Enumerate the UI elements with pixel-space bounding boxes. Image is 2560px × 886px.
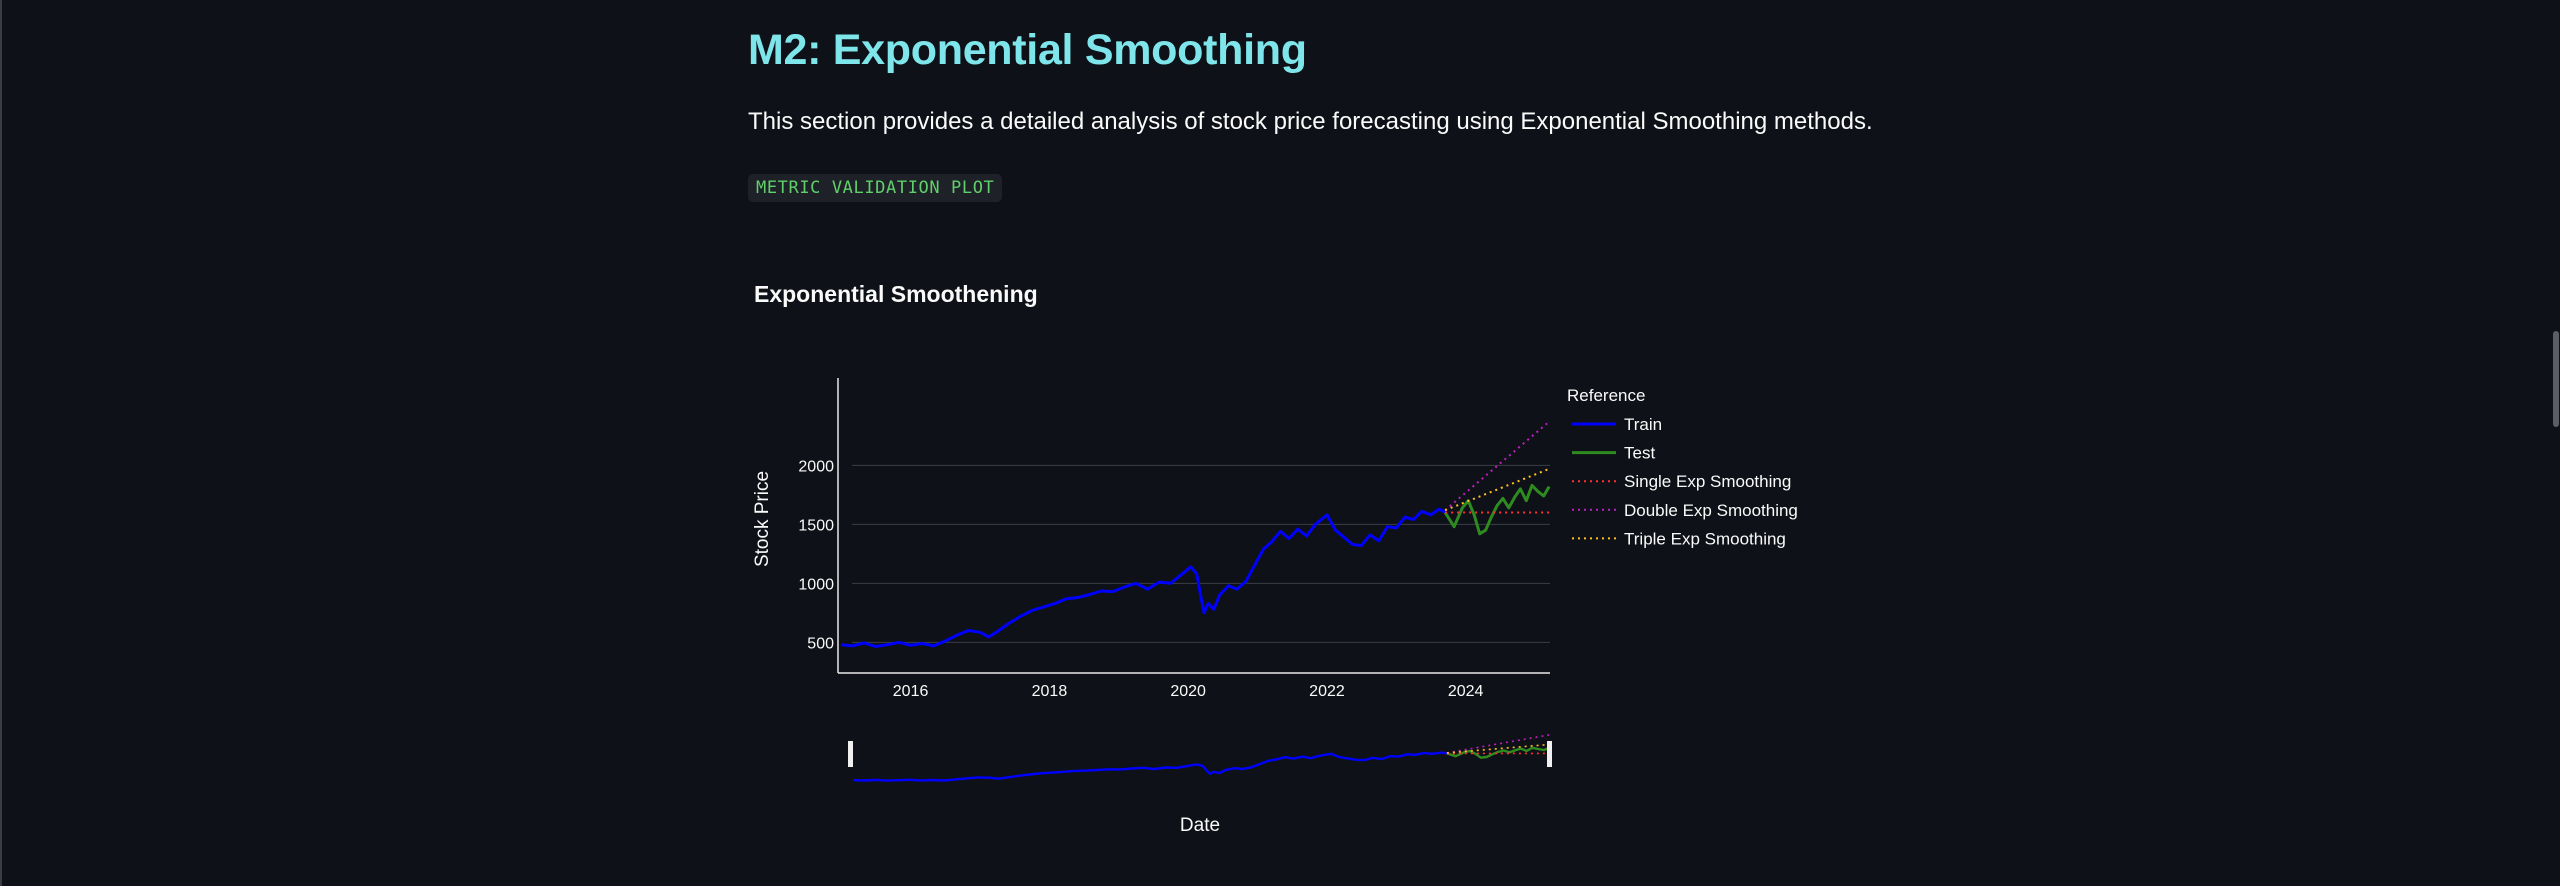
page-scrollbar[interactable] [2548, 0, 2560, 886]
x-tick-labels: 2016 2018 2020 2022 2024 [893, 683, 1484, 700]
legend-item-label[interactable]: Double Exp Smoothing [1624, 501, 1798, 520]
slider-series-line [853, 751, 1448, 782]
x-tick-label: 2018 [1032, 683, 1068, 700]
x-tick-label: 2020 [1170, 683, 1206, 700]
legend-item-label[interactable]: Triple Exp Smoothing [1624, 529, 1786, 548]
series-line-double-exp-smoothing[interactable] [1444, 420, 1550, 511]
y-tick-labels: 500 1000 1500 2000 [798, 458, 834, 652]
x-tick-label: 2024 [1448, 683, 1484, 700]
page-title: M2: Exponential Smoothing [748, 26, 1307, 74]
x-axis-label: Date [1180, 815, 1220, 836]
series-line-train[interactable] [841, 507, 1446, 648]
y-tick-label: 1500 [798, 517, 834, 534]
slider-series-line [1446, 746, 1550, 759]
range-slider [848, 734, 1552, 782]
slider-series-line [1446, 734, 1550, 754]
legend-title: Reference [1567, 386, 1645, 405]
slider-series-line [1446, 743, 1550, 754]
grid-lines [852, 464, 1550, 643]
legend-item-label[interactable]: Single Exp Smoothing [1624, 472, 1791, 491]
series-line-test[interactable] [1443, 483, 1551, 536]
scrollbar-thumb[interactable] [2553, 331, 2559, 427]
series-line-triple-exp-smoothing[interactable] [1444, 467, 1550, 512]
code-label: METRIC VALIDATION PLOT [748, 174, 1003, 202]
legend-item-label[interactable]: Test [1624, 444, 1655, 463]
range-slider-left-handle[interactable] [848, 741, 853, 767]
legend: Reference Train Test Single Exp Smoothing D… [1567, 386, 1798, 548]
y-tick-label: 500 [807, 635, 834, 652]
x-tick-label: 2022 [1309, 683, 1345, 700]
y-tick-label: 1000 [798, 576, 834, 593]
y-axis-label: Stock Price [752, 471, 773, 567]
main-content: M2: Exponential Smoothing This section p… [748, 0, 1873, 886]
x-tick-label: 2016 [893, 683, 929, 700]
section-description: This section provides a detailed analysi… [748, 108, 1873, 135]
window-border [0, 0, 2, 886]
y-tick-label: 2000 [798, 458, 834, 475]
legend-item-label[interactable]: Train [1624, 415, 1662, 434]
chart-title: Exponential Smoothening [754, 281, 1038, 307]
range-slider-right-handle[interactable] [1547, 741, 1552, 767]
series-lines [841, 420, 1551, 648]
